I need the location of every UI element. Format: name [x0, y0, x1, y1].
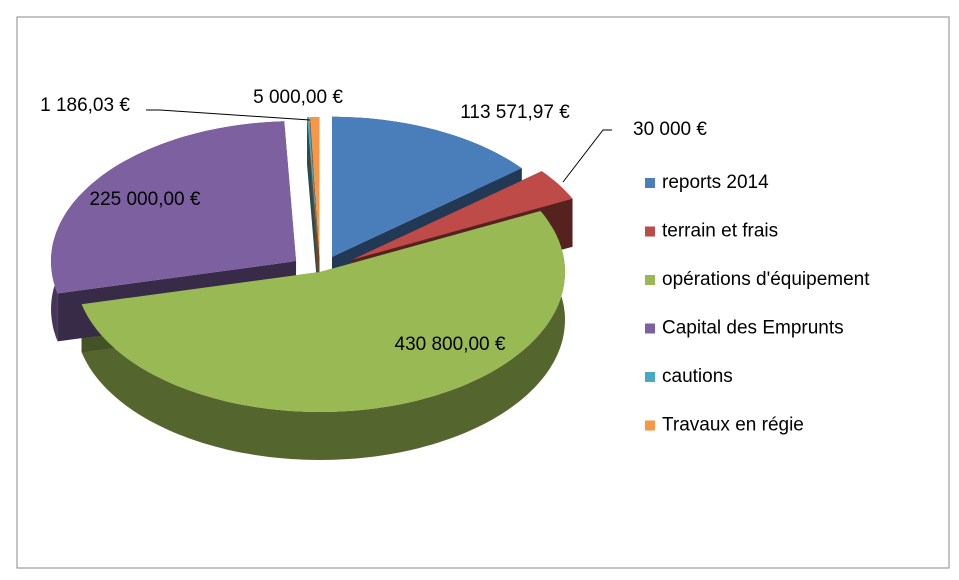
slice-tops	[51, 116, 573, 412]
legend-label: opérations d'équipement	[662, 269, 870, 290]
data-label: 225 000,00 €	[90, 189, 201, 210]
data-label: 5 000,00 €	[253, 87, 343, 108]
slice	[51, 121, 297, 294]
legend-label: reports 2014	[662, 172, 769, 193]
slice	[310, 117, 320, 258]
slice	[81, 211, 565, 412]
labels: 113 571,97 € 30 000 € 430 800,00 € 225 000,…	[40, 87, 870, 436]
slice-side	[81, 211, 565, 460]
slice	[332, 116, 522, 257]
leader-line	[146, 109, 311, 121]
legend-swatch	[645, 323, 655, 334]
data-label: 30 000 €	[633, 119, 707, 140]
slice	[307, 117, 319, 258]
legend-swatch	[645, 420, 655, 431]
legend-swatch	[645, 275, 655, 285]
legend-swatch	[645, 226, 655, 237]
data-label: 1 186,03 €	[40, 95, 130, 116]
legend-label: Capital des Emprunts	[662, 318, 844, 339]
legend-swatch	[645, 178, 655, 188]
legend-label: Travaux en régie	[662, 415, 804, 436]
data-label: 113 571,97 €	[460, 102, 570, 123]
legend-label: cautions	[662, 366, 733, 387]
legend-swatch	[645, 372, 655, 382]
legend-label: terrain et frais	[662, 221, 778, 242]
slice	[352, 171, 573, 260]
data-label: 430 800,00 €	[395, 334, 506, 355]
leader-line	[562, 129, 612, 183]
